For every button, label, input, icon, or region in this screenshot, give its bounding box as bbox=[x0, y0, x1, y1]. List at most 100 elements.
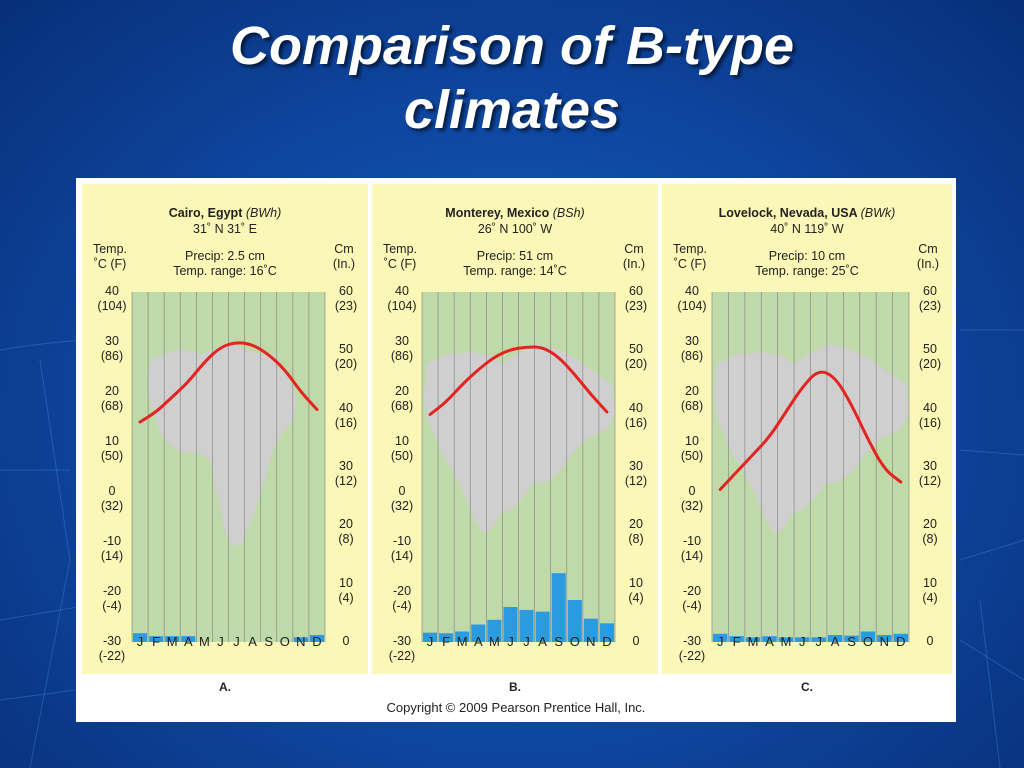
temp-tick-celsius: -10 bbox=[682, 534, 702, 548]
climate-stats: Precip: 51 cm Temp. range: 14˚C bbox=[372, 249, 658, 278]
temp-tick-celsius: 20 bbox=[395, 384, 409, 398]
chart-plot bbox=[711, 292, 910, 642]
temp-tick-fahrenheit: (14) bbox=[100, 549, 124, 563]
precip-tick-cm: 30 bbox=[629, 459, 643, 473]
temp-range: Temp. range: 16˚C bbox=[173, 263, 277, 278]
precip-tick-cm: 30 bbox=[923, 459, 937, 473]
month-label: O bbox=[279, 634, 290, 649]
month-label: J bbox=[217, 634, 224, 649]
temp-tick-fahrenheit: (68) bbox=[390, 399, 414, 413]
precip-bar-f-1 bbox=[439, 633, 454, 642]
temp-tick-fahrenheit: (-22) bbox=[678, 649, 706, 663]
temp-tick-fahrenheit: (32) bbox=[100, 499, 124, 513]
temp-tick-celsius: -10 bbox=[392, 534, 412, 548]
month-label: F bbox=[732, 634, 741, 649]
climate-code: (BSh) bbox=[552, 206, 585, 220]
precip-tick-label: 40 (16) bbox=[326, 401, 366, 431]
precip-tick-cm: 0 bbox=[342, 634, 350, 648]
precip-bar-a-3 bbox=[181, 636, 196, 642]
month-label: N bbox=[586, 634, 596, 649]
precip-axis-title: Cm (In.) bbox=[324, 242, 364, 272]
precip-bar-m-2 bbox=[165, 636, 180, 642]
precip-tick-cm: 50 bbox=[339, 342, 353, 357]
month-label: A bbox=[473, 634, 483, 649]
temp-tick-fahrenheit: (50) bbox=[680, 449, 704, 463]
precip-axis-title-line: Cm bbox=[918, 242, 938, 256]
precip-axis-title: Cm (In.) bbox=[908, 242, 948, 272]
temp-tick-celsius: -20 bbox=[102, 584, 122, 598]
precip-tick-cm: 40 bbox=[339, 400, 353, 415]
precip-tick-inches: (4) bbox=[628, 590, 644, 605]
temp-tick-fahrenheit: (50) bbox=[100, 449, 124, 463]
month-label: M bbox=[488, 634, 500, 649]
temp-tick-celsius: 10 bbox=[395, 434, 409, 448]
precip-tick-label: 30 (12) bbox=[326, 459, 366, 489]
precip-tick-cm: 50 bbox=[629, 342, 643, 357]
temp-tick-label: -30 (-22) bbox=[664, 634, 720, 664]
precip-tick-label: 20 (8) bbox=[910, 517, 950, 547]
temp-tick-label: 30 (86) bbox=[84, 334, 140, 364]
month-label: S bbox=[847, 634, 856, 649]
temp-tick-label: 40 (104) bbox=[84, 284, 140, 314]
panel-letter: B. bbox=[509, 680, 521, 694]
month-label: D bbox=[896, 634, 906, 649]
precip-tick-cm: 60 bbox=[923, 284, 937, 298]
temp-tick-celsius: 0 bbox=[688, 484, 696, 498]
precip-bar-j-0 bbox=[713, 633, 728, 642]
precip-tick-inches: (20) bbox=[334, 357, 358, 372]
precip-bar-j-0 bbox=[133, 633, 148, 642]
precip-bar-j-5 bbox=[795, 637, 810, 642]
temp-tick-fahrenheit: (-22) bbox=[388, 649, 416, 663]
month-label: A bbox=[765, 634, 774, 649]
precip-tick-inches: (23) bbox=[334, 299, 358, 313]
precip-total: Precip: 10 cm bbox=[768, 249, 846, 263]
title-line-2: climates bbox=[403, 80, 621, 140]
precip-bar-a-7 bbox=[827, 635, 843, 642]
temp-tick-fahrenheit: (104) bbox=[97, 299, 127, 313]
precip-axis-title-line: (In.) bbox=[332, 257, 356, 271]
temp-tick-label: 20 (68) bbox=[84, 384, 140, 414]
month-label: D bbox=[312, 634, 322, 649]
month-label: S bbox=[264, 634, 274, 649]
temp-tick-label: -20 (-4) bbox=[664, 584, 720, 614]
month-label: J bbox=[233, 634, 240, 649]
precip-tick-inches: (16) bbox=[624, 415, 648, 430]
precip-tick-label: 60 (23) bbox=[326, 284, 366, 314]
temp-tick-fahrenheit: (-22) bbox=[98, 649, 126, 663]
temp-tick-label: 0 (32) bbox=[374, 484, 430, 514]
temp-tick-fahrenheit: (50) bbox=[390, 449, 414, 463]
precip-tick-cm: 60 bbox=[339, 284, 353, 298]
month-label: A bbox=[538, 634, 547, 649]
precip-tick-label: 40 (16) bbox=[910, 401, 950, 431]
month-label: J bbox=[799, 634, 806, 649]
temp-tick-celsius: -30 bbox=[102, 634, 122, 648]
month-label: J bbox=[523, 634, 530, 649]
month-label: D bbox=[602, 634, 612, 649]
month-label: A bbox=[248, 634, 257, 649]
temp-tick-celsius: -20 bbox=[682, 584, 702, 598]
precip-bar-m-2 bbox=[455, 631, 470, 642]
city-name: Cairo, Egypt (BWh) bbox=[82, 206, 368, 220]
copyright-text: Copyright © 2009 Pearson Prentice Hall, … bbox=[386, 700, 646, 715]
month-label: N bbox=[879, 634, 890, 649]
temp-tick-fahrenheit: (-4) bbox=[102, 599, 122, 613]
precip-tick-cm: 20 bbox=[629, 517, 643, 532]
temp-tick-fahrenheit: (32) bbox=[390, 499, 414, 513]
temp-tick-celsius: 20 bbox=[685, 384, 699, 398]
title-line-1: Comparison of B-type bbox=[229, 16, 795, 76]
temp-axis-title: Temp. ˚C (F) bbox=[376, 242, 424, 272]
temp-tick-celsius: 0 bbox=[108, 484, 116, 498]
month-label: O bbox=[862, 634, 874, 649]
precip-bar-a-3 bbox=[471, 624, 486, 642]
climate-stats: Precip: 10 cm Temp. range: 25˚C bbox=[662, 249, 952, 278]
temp-tick-fahrenheit: (14) bbox=[390, 549, 414, 563]
climate-figure: Cairo, Egypt (BWh) 31˚ N 31˚ E Precip: 2.5… bbox=[76, 178, 956, 722]
precip-bar-m-4 bbox=[487, 619, 502, 642]
precip-tick-inches: (12) bbox=[624, 474, 648, 488]
chart-plot bbox=[421, 292, 616, 642]
climate-panel-cairo: Cairo, Egypt (BWh) 31˚ N 31˚ E Precip: 2.5… bbox=[82, 184, 368, 674]
precip-bar-a-3 bbox=[762, 636, 777, 642]
temp-tick-label: -20 (-4) bbox=[374, 584, 430, 614]
temp-tick-label: -30 (-22) bbox=[374, 634, 430, 664]
temp-tick-fahrenheit: (-4) bbox=[682, 599, 702, 613]
